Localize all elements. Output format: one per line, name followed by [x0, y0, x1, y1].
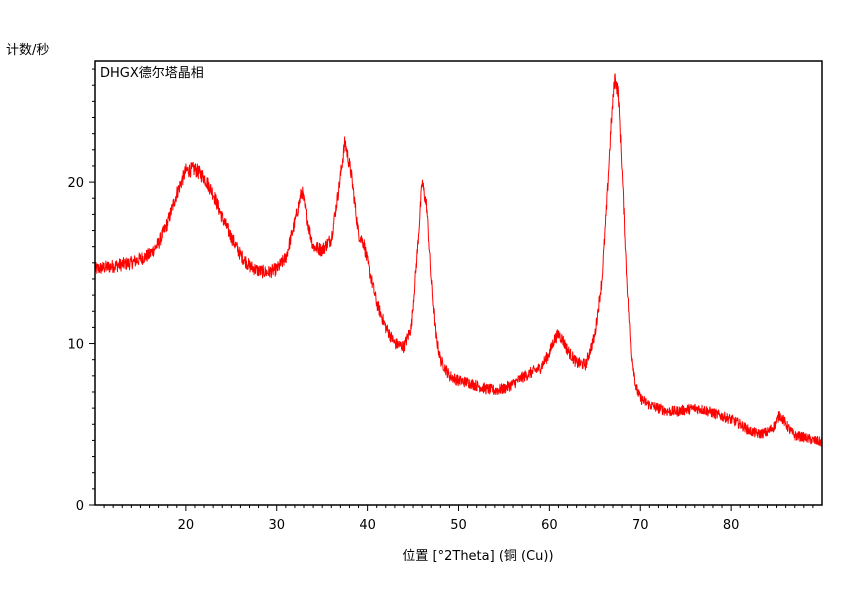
plot-frame	[94, 60, 823, 506]
series-line	[94, 73, 823, 447]
x-tick-label: 50	[450, 518, 467, 533]
x-tick-label: 70	[632, 518, 649, 533]
tick-labels: 20 30 40 50 60 70 80 0 10 20	[67, 176, 739, 533]
y-tick-label: 10	[67, 338, 84, 353]
y-axis-label: 计数/秒	[6, 43, 49, 58]
x-tick-label: 40	[359, 518, 376, 533]
y-tick-label: 20	[67, 176, 84, 191]
tick-marks	[89, 68, 814, 511]
x-tick-label: 80	[723, 518, 740, 533]
sample-label: DHGX德尔塔晶相	[100, 66, 204, 81]
x-tick-label: 60	[541, 518, 558, 533]
x-tick-label: 20	[178, 518, 195, 533]
x-tick-label: 30	[268, 518, 285, 533]
x-axis-label: 位置 [°2Theta] (铜 (Cu))	[402, 549, 553, 564]
y-tick-label: 0	[76, 499, 84, 514]
